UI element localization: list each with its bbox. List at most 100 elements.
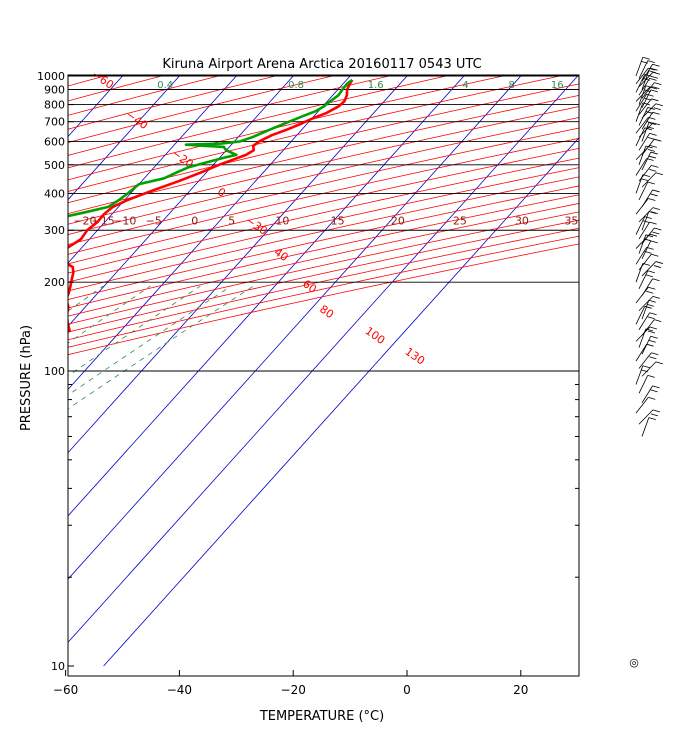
wind-barb bbox=[635, 216, 652, 235]
wind-barb bbox=[635, 67, 656, 85]
axes: −60 −40 −20 0 201000900800700600500400300200… bbox=[37, 70, 579, 697]
adiabat-label: 130 bbox=[403, 345, 428, 368]
adiabat-label: −40 bbox=[124, 108, 150, 132]
wind-barb bbox=[635, 365, 650, 385]
mixing-ratio-line bbox=[0, 286, 6, 676]
wind-barb bbox=[641, 103, 664, 119]
wind-barb bbox=[638, 374, 655, 394]
wind-barb bbox=[641, 111, 660, 130]
y-axis-title: PRESSURE (hPa) bbox=[19, 325, 34, 431]
dry-adiabat-line bbox=[68, 94, 579, 215]
wind-barb bbox=[641, 278, 660, 296]
wind-barb bbox=[641, 361, 664, 377]
wind-barb bbox=[641, 417, 656, 437]
wind-barb bbox=[641, 189, 660, 208]
wind-barb bbox=[638, 352, 659, 369]
wind-barb bbox=[641, 240, 658, 260]
wind-barb bbox=[641, 151, 658, 171]
adiabat-label: −15 bbox=[92, 214, 115, 227]
x-tick-label: −20 bbox=[281, 683, 306, 697]
mixing-ratio-label: 0.4 bbox=[157, 80, 173, 91]
adiabat-label: 35 bbox=[564, 214, 578, 227]
wind-barb bbox=[635, 263, 650, 283]
isotherm-line bbox=[0, 70, 14, 666]
wind-barb bbox=[635, 145, 658, 161]
dry-adiabat-line bbox=[68, 227, 579, 341]
dry-adiabat-line bbox=[68, 211, 579, 325]
dry-adiabat-line bbox=[68, 75, 447, 169]
wind-barb bbox=[641, 122, 656, 142]
isotherm-line bbox=[68, 75, 409, 454]
wind-barb bbox=[641, 70, 656, 90]
wind-barb bbox=[641, 172, 664, 188]
wind-barb bbox=[638, 296, 661, 312]
adiabat-label: −5 bbox=[146, 214, 162, 227]
dry-adiabat-line bbox=[68, 147, 579, 265]
dry-adiabat-line bbox=[68, 167, 579, 283]
wind-barb bbox=[638, 234, 653, 254]
isotherm-line bbox=[68, 75, 352, 391]
y-tick-label: 200 bbox=[44, 276, 65, 289]
wind-barb bbox=[635, 158, 654, 176]
dry-adiabat-line bbox=[68, 127, 579, 245]
wind-barb bbox=[635, 246, 654, 265]
adiabat-label: 15 bbox=[331, 214, 345, 227]
plot-frame bbox=[67, 74, 580, 677]
x-tick-label: −60 bbox=[53, 683, 78, 697]
mixing-ratio-line bbox=[68, 285, 254, 410]
dry-adiabat-line bbox=[68, 117, 579, 235]
adiabat-label: 10 bbox=[275, 214, 289, 227]
dry-adiabat-line bbox=[68, 157, 579, 274]
dry-adiabat-line bbox=[68, 219, 579, 333]
wind-barb bbox=[638, 77, 657, 96]
isotherm-line bbox=[103, 137, 579, 667]
x-tick-label: −40 bbox=[167, 683, 192, 697]
dry-adiabat-line bbox=[68, 203, 579, 317]
adiabat-label: −20 bbox=[73, 214, 96, 227]
mixing-ratio-label: 8 bbox=[509, 80, 515, 91]
adiabat-label: −30 bbox=[243, 214, 269, 238]
wind-barb bbox=[635, 343, 654, 362]
wind-barb bbox=[635, 198, 656, 215]
dry-adiabat-line bbox=[68, 137, 579, 255]
calm-wind-symbol: ◎ bbox=[629, 656, 639, 669]
mixing-ratio-label: 16 bbox=[551, 80, 564, 91]
y-tick-label: 800 bbox=[44, 99, 65, 112]
y-tick-label: 100 bbox=[44, 365, 65, 378]
dry-adiabat-line bbox=[68, 185, 579, 300]
wind-barbs bbox=[635, 56, 664, 437]
x-axis-title: TEMPERATURE (°C) bbox=[259, 709, 384, 724]
y-tick-label: 400 bbox=[44, 187, 65, 200]
isotherm-line bbox=[68, 75, 466, 517]
wind-barb bbox=[641, 385, 660, 404]
wind-barb bbox=[635, 233, 658, 249]
mixing-ratio-line bbox=[68, 285, 232, 396]
wind-barb bbox=[638, 60, 655, 79]
wind-barb bbox=[638, 207, 661, 223]
wind-barb bbox=[635, 305, 652, 325]
x-tick-label: 0 bbox=[403, 683, 411, 697]
wind-barb bbox=[638, 132, 657, 151]
wind-barb bbox=[641, 211, 656, 231]
dry-adiabat-line bbox=[68, 83, 579, 204]
isotherm-line bbox=[68, 75, 523, 580]
chart-title: Kiruna Airport Arena Arctica 20160117 05… bbox=[162, 57, 481, 72]
y-tick-label: 900 bbox=[44, 83, 65, 96]
mixing-ratio-label: 0.8 bbox=[288, 80, 304, 91]
mixing-ratio-line bbox=[68, 285, 104, 312]
adiabat-label: 0 bbox=[191, 214, 198, 227]
wind-barb bbox=[638, 181, 655, 201]
isotherm-line bbox=[68, 75, 238, 264]
wind-barb bbox=[635, 396, 656, 414]
wind-barb bbox=[638, 145, 653, 165]
adiabat-label: 100 bbox=[363, 324, 388, 347]
dry-adiabat-line bbox=[68, 235, 579, 348]
mixing-ratio-label: 1.6 bbox=[368, 80, 384, 91]
wind-barb bbox=[641, 82, 662, 99]
series-dew-point bbox=[68, 78, 354, 218]
adiabat-label: 30 bbox=[515, 214, 529, 227]
isotherm-line bbox=[68, 75, 181, 201]
wind-barb bbox=[638, 328, 653, 348]
adiabat-label: 5 bbox=[228, 214, 235, 227]
